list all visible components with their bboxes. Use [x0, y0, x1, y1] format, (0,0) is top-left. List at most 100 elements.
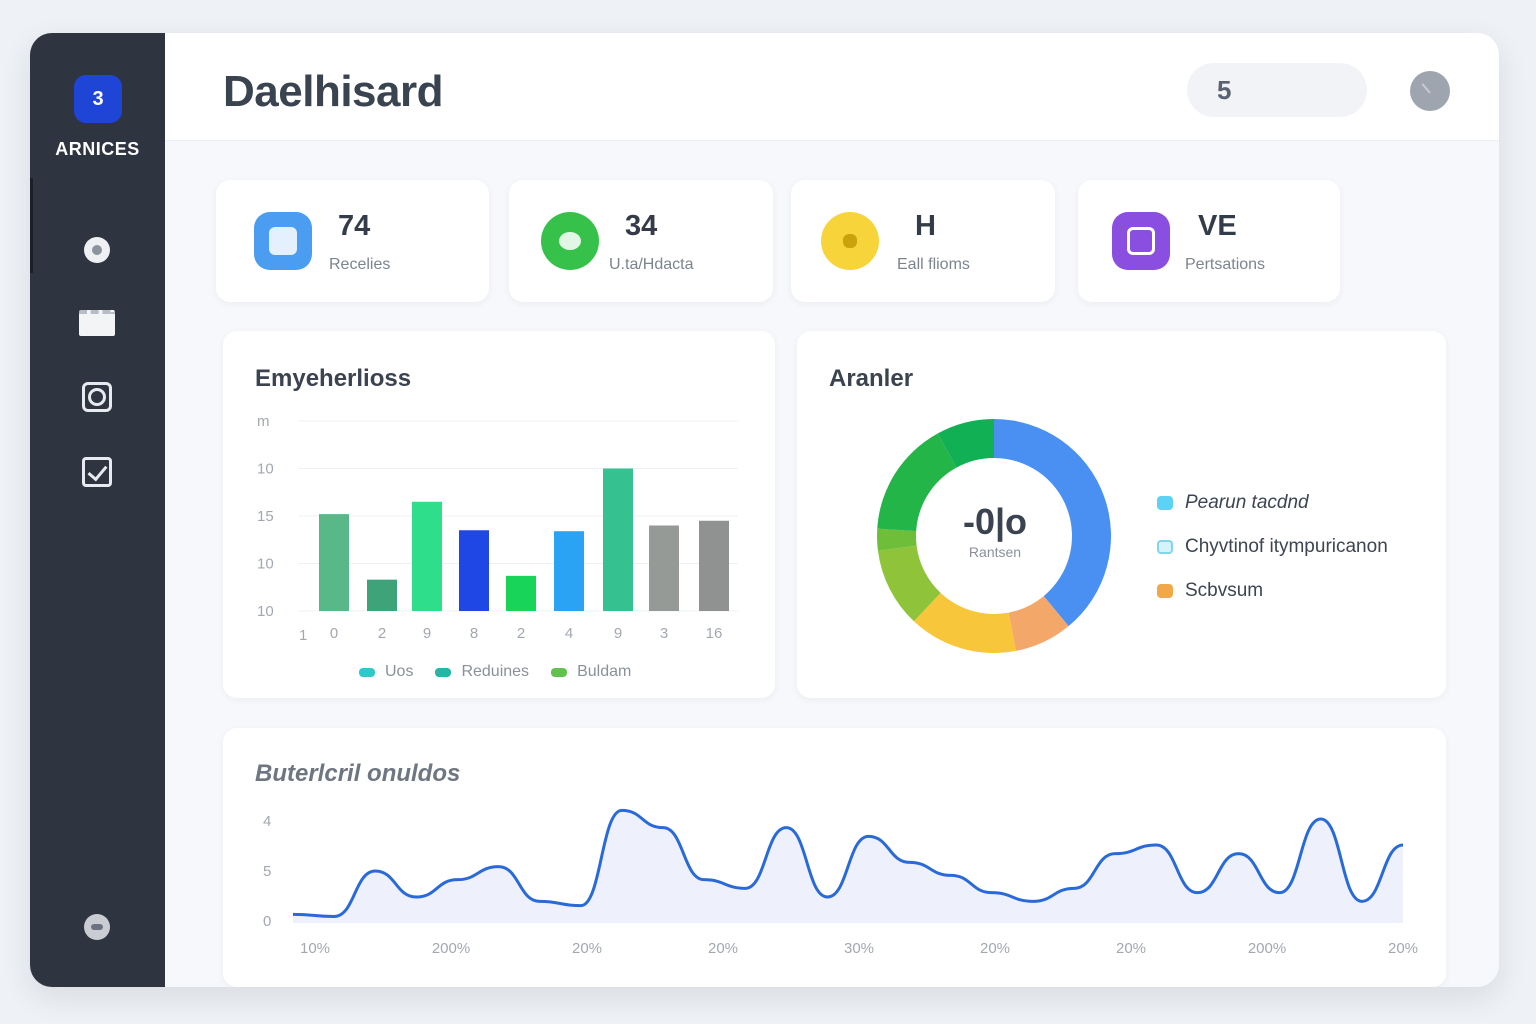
donut-slice[interactable]: [913, 592, 1016, 653]
donut-chart-panel: Aranler -0|o Rantsen Pearun tacdnd Chyvt…: [797, 331, 1446, 698]
stat-card-flioms[interactable]: H Eall flioms: [791, 180, 1055, 302]
user-circle-icon: [84, 237, 110, 263]
legend-item[interactable]: Chyvtinof itympuricanon: [1157, 525, 1388, 569]
legend-label: Uos: [385, 663, 414, 680]
brand-name: ARNICES: [55, 139, 140, 159]
document-icon: [254, 212, 312, 270]
y-tick-label: 4: [263, 813, 271, 830]
legend-item[interactable]: Buldam: [551, 663, 631, 681]
search-input[interactable]: 5: [1187, 63, 1367, 117]
legend-swatch: [1157, 540, 1173, 554]
series-line[interactable]: [292, 808, 1404, 919]
x-tick-label: 1: [299, 627, 307, 644]
x-tick-label: 200%: [432, 940, 470, 957]
area-chart: 4 5 0 10% 200% 20% 20% 30% 20% 20% 200% 20%: [263, 808, 1418, 957]
stat-value: 34: [625, 210, 658, 242]
donut-slice[interactable]: [877, 545, 941, 622]
legend-label: Buldam: [577, 663, 632, 680]
bar[interactable]: [506, 575, 536, 611]
legend-label: Chyvtinof itympuricanon: [1185, 536, 1388, 557]
x-tick-label: 20%: [572, 940, 602, 957]
legend-item[interactable]: Reduines: [435, 663, 529, 681]
y-tick-label: 10: [257, 603, 274, 620]
y-tick-label: m: [257, 413, 270, 430]
bar-chart-legend: Uos Reduines Buldam: [359, 663, 653, 681]
checkbox-icon: [82, 457, 112, 487]
legend-swatch: [1157, 496, 1173, 510]
header: Daelhisard 5: [165, 33, 1499, 141]
brand-badge[interactable]: 3: [74, 75, 122, 123]
panel-title: Emyeherlioss: [255, 365, 412, 392]
legend-swatch: [359, 667, 375, 677]
stat-card-recelies[interactable]: 74 Recelies: [216, 180, 489, 302]
chat-bubble-icon: [541, 212, 599, 270]
sidebar-item-tasks[interactable]: [75, 450, 119, 494]
sidebar-item-profile[interactable]: [75, 228, 119, 272]
y-tick-label: 5: [263, 863, 271, 880]
bar[interactable]: [459, 530, 489, 611]
area-chart-panel: Buterlcril onuldos 4 5 0 10% 200% 20% 20% 30% 20…: [223, 728, 1446, 987]
bar[interactable]: [319, 514, 349, 611]
bar[interactable]: [412, 501, 442, 611]
stat-label: U.ta/Hdacta: [609, 256, 694, 273]
stat-label: Recelies: [329, 256, 391, 273]
bar-chart: m 10 15 10 10 0 2 9 8 2 4 9 3 16 1: [257, 413, 738, 644]
donut-center-value: -0|o: [962, 501, 1028, 542]
tag-icon: [821, 212, 879, 270]
x-tick-label: 8: [470, 625, 478, 642]
clock-icon[interactable]: [1410, 71, 1450, 111]
donut-slice[interactable]: [877, 528, 917, 551]
donut-legend: Pearun tacdnd Chyvtinof itympuricanon Sc…: [1157, 481, 1388, 613]
y-tick-label: 10: [257, 556, 274, 573]
x-tick-label: 3: [660, 625, 668, 642]
bar[interactable]: [367, 579, 397, 611]
legend-swatch: [435, 667, 452, 677]
legend-swatch: [551, 667, 568, 677]
legend-label: Reduines: [461, 663, 530, 680]
chat-icon: [82, 382, 112, 412]
x-tick-label: 0: [330, 625, 338, 642]
x-tick-label: 200%: [1248, 940, 1286, 957]
legend-item[interactable]: Pearun tacdnd: [1157, 481, 1388, 525]
y-tick-label: 15: [257, 508, 274, 525]
x-tick-label: 20%: [1116, 940, 1146, 957]
panel-title: Aranler: [829, 365, 914, 392]
stat-card-messages[interactable]: 34 U.ta/Hdacta: [509, 180, 773, 302]
legend-item[interactable]: Scbvsum: [1157, 569, 1388, 613]
sidebar-item-cards[interactable]: [75, 301, 119, 345]
bar[interactable]: [603, 468, 633, 612]
stat-value: VE: [1198, 210, 1237, 242]
donut-slice[interactable]: [994, 419, 1111, 627]
donut-slice[interactable]: [937, 419, 994, 468]
stat-value: 74: [338, 210, 371, 242]
nav-active-indicator: [30, 178, 33, 273]
bar[interactable]: [554, 531, 584, 611]
donut-slice[interactable]: [1008, 596, 1069, 651]
sidebar: 3 ARNICES: [30, 33, 165, 987]
legend-label: Pearun tacdnd: [1185, 492, 1309, 513]
x-tick-label: 30%: [844, 940, 874, 957]
bar[interactable]: [699, 520, 729, 611]
x-tick-label: 9: [614, 625, 622, 642]
sidebar-item-settings[interactable]: [75, 905, 119, 949]
x-tick-label: 16: [706, 625, 723, 642]
x-tick-label: 9: [423, 625, 431, 642]
legend-swatch: [1157, 584, 1173, 598]
donut-center-label: Rantsen: [968, 544, 1022, 560]
bar[interactable]: [649, 525, 679, 612]
inbox-icon: [1112, 212, 1170, 270]
card-icon: [79, 310, 115, 336]
y-tick-label: 10: [257, 461, 274, 478]
x-tick-label: 20%: [708, 940, 738, 957]
stat-card-pertsations[interactable]: VE Pertsations: [1078, 180, 1340, 302]
bar-chart-panel: Emyeherlioss m 10 15 10 10 0 2 9 8 2 4 9 3 16 1 Uos Re…: [223, 331, 775, 698]
x-tick-label: 20%: [1388, 940, 1418, 957]
dashboard-window: 3 ARNICES Daelhisard 5 74 Recelies 34 U.…: [30, 33, 1499, 987]
legend-item[interactable]: Uos: [359, 663, 413, 681]
stat-label: Eall flioms: [897, 256, 970, 273]
donut-slice[interactable]: [877, 433, 957, 532]
sidebar-item-messages[interactable]: [75, 375, 119, 419]
x-tick-label: 4: [565, 625, 573, 642]
settings-icon: [84, 914, 110, 940]
x-tick-label: 20%: [980, 940, 1010, 957]
